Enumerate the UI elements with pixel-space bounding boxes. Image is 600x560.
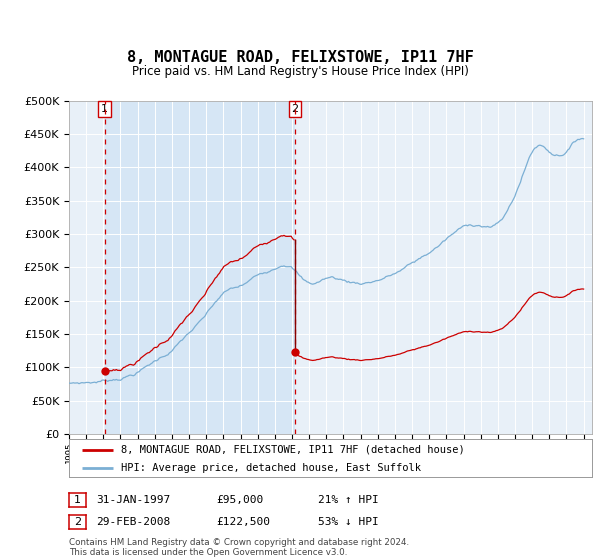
Text: Price paid vs. HM Land Registry's House Price Index (HPI): Price paid vs. HM Land Registry's House … [131, 65, 469, 78]
Text: HPI: Average price, detached house, East Suffolk: HPI: Average price, detached house, East… [121, 463, 421, 473]
Text: 29-FEB-2008: 29-FEB-2008 [96, 517, 170, 527]
Text: 1: 1 [74, 494, 81, 505]
Text: £122,500: £122,500 [216, 517, 270, 527]
Text: 21% ↑ HPI: 21% ↑ HPI [318, 494, 379, 505]
Text: 2: 2 [74, 517, 81, 527]
Text: 2: 2 [292, 104, 298, 114]
Text: 8, MONTAGUE ROAD, FELIXSTOWE, IP11 7HF: 8, MONTAGUE ROAD, FELIXSTOWE, IP11 7HF [127, 50, 473, 64]
Text: 31-JAN-1997: 31-JAN-1997 [96, 494, 170, 505]
Text: 8, MONTAGUE ROAD, FELIXSTOWE, IP11 7HF (detached house): 8, MONTAGUE ROAD, FELIXSTOWE, IP11 7HF (… [121, 445, 465, 455]
Text: 1: 1 [101, 104, 108, 114]
Bar [104, 101, 295, 434]
Text: 53% ↓ HPI: 53% ↓ HPI [318, 517, 379, 527]
Text: Contains HM Land Registry data © Crown copyright and database right 2024.
This d: Contains HM Land Registry data © Crown c… [69, 538, 409, 557]
Text: £95,000: £95,000 [216, 494, 263, 505]
